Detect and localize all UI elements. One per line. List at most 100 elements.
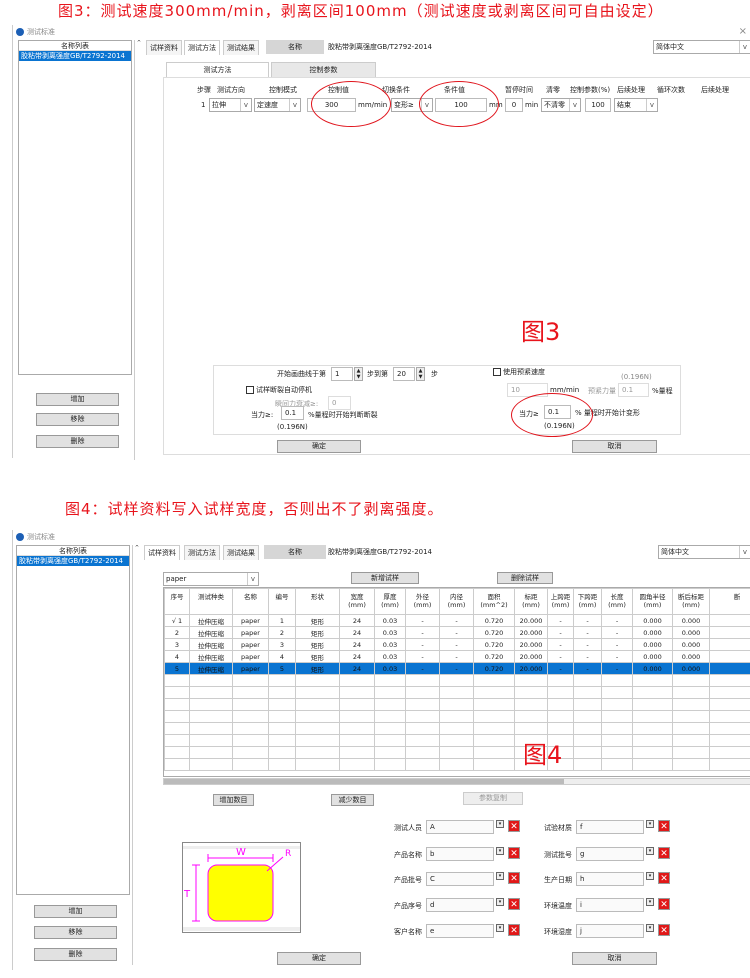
horizontal-scrollbar[interactable]: [163, 778, 750, 785]
decay-input[interactable]: 0: [328, 396, 351, 410]
table-cell[interactable]: [439, 674, 474, 687]
table-cell[interactable]: -: [601, 638, 633, 651]
table-cell[interactable]: [164, 710, 190, 723]
table-cell[interactable]: [268, 710, 296, 723]
table-cell[interactable]: 2: [268, 626, 296, 639]
table-cell[interactable]: [405, 734, 440, 747]
table-cell[interactable]: 0.000: [632, 650, 673, 663]
table-cell[interactable]: [164, 686, 190, 699]
checkbox-icon[interactable]: [493, 368, 501, 376]
break-force-input[interactable]: 0.1: [281, 406, 304, 420]
table-row[interactable]: 4 拉伸压缩 paper 4 矩形 24 0.03- -0.720 20.000- - -0.000…: [164, 650, 750, 663]
delete-icon[interactable]: ✕: [658, 872, 670, 884]
table-cell[interactable]: [473, 674, 515, 687]
delete-icon[interactable]: ✕: [508, 847, 520, 859]
table-cell[interactable]: 0.000: [632, 626, 673, 639]
table-cell[interactable]: -: [547, 626, 574, 639]
table-cell[interactable]: paper: [232, 650, 269, 663]
table-cell[interactable]: 矩形: [295, 638, 340, 651]
table-cell[interactable]: [473, 758, 515, 771]
table-cell[interactable]: [632, 686, 673, 699]
dropdown-icon[interactable]: ▾: [646, 872, 654, 880]
column-header[interactable]: 内径 (mm): [439, 588, 474, 615]
table-cell[interactable]: [405, 698, 440, 711]
scrollbar[interactable]: ^: [132, 545, 141, 965]
table-cell[interactable]: [709, 710, 750, 723]
empty-row[interactable]: [164, 758, 750, 771]
table-cell[interactable]: 0.000: [672, 650, 710, 663]
table-cell[interactable]: [164, 698, 190, 711]
table-cell[interactable]: -: [601, 662, 633, 675]
table-cell[interactable]: [473, 686, 515, 699]
field-input[interactable]: e: [426, 924, 494, 938]
table-cell[interactable]: [405, 674, 440, 687]
move-button[interactable]: 移除: [34, 926, 117, 939]
table-cell[interactable]: [164, 734, 190, 747]
table-cell[interactable]: [232, 722, 269, 735]
add-count-button[interactable]: 增加数目: [213, 794, 254, 806]
table-cell[interactable]: [295, 734, 340, 747]
tab-test-result[interactable]: 测试结果: [223, 545, 259, 560]
table-cell[interactable]: [339, 746, 375, 759]
inner-tab-control-params[interactable]: 控制参数: [271, 62, 376, 77]
table-cell[interactable]: [547, 686, 574, 699]
table-cell[interactable]: 0.000: [632, 614, 673, 627]
table-cell[interactable]: 20.000: [514, 638, 548, 651]
table-row[interactable]: √ 1 拉伸压缩 paper 1 矩形 24 0.03- -0.720 20.000- - -0.0…: [164, 614, 750, 627]
field-input[interactable]: i: [576, 898, 644, 912]
table-cell[interactable]: [601, 722, 633, 735]
dropdown-icon[interactable]: ▾: [496, 847, 504, 855]
dropdown-icon[interactable]: ▾: [646, 898, 654, 906]
add-button[interactable]: 增加: [36, 393, 119, 406]
table-cell[interactable]: [189, 758, 233, 771]
table-cell[interactable]: [439, 722, 474, 735]
table-cell[interactable]: [189, 674, 233, 687]
empty-row[interactable]: [164, 698, 750, 711]
close-icon[interactable]: ×: [738, 26, 747, 37]
table-cell[interactable]: 0.000: [632, 662, 673, 675]
table-cell[interactable]: [439, 686, 474, 699]
table-cell[interactable]: [601, 758, 633, 771]
table-cell[interactable]: [232, 674, 269, 687]
empty-row[interactable]: [164, 674, 750, 687]
table-cell[interactable]: 拉伸压缩: [189, 614, 233, 627]
table-cell[interactable]: [164, 758, 190, 771]
table-cell[interactable]: [189, 698, 233, 711]
table-cell[interactable]: -: [601, 650, 633, 663]
table-cell[interactable]: 拉伸压缩: [189, 626, 233, 639]
table-cell[interactable]: [439, 734, 474, 747]
copy-params-button[interactable]: 参数复制: [463, 792, 523, 805]
table-cell[interactable]: [573, 734, 602, 747]
table-cell[interactable]: [189, 686, 233, 699]
table-cell[interactable]: [374, 746, 406, 759]
table-cell[interactable]: -: [573, 662, 602, 675]
table-cell[interactable]: -: [547, 650, 574, 663]
table-cell[interactable]: [473, 734, 515, 747]
table-cell[interactable]: 2: [164, 626, 190, 639]
table-cell[interactable]: [573, 710, 602, 723]
table-cell[interactable]: 拉伸压缩: [189, 650, 233, 663]
table-row[interactable]: 5 拉伸压缩 paper 5 矩形 24 0.03- -0.720 20.000- - -0.000…: [164, 662, 750, 675]
table-cell[interactable]: -: [405, 650, 440, 663]
table-cell[interactable]: [232, 734, 269, 747]
tab-sample-data[interactable]: 试样资料: [144, 545, 180, 560]
name-list[interactable]: 名称列表 胶粘带剥离强度GB/T2792-2014: [18, 40, 132, 375]
table-cell[interactable]: [339, 710, 375, 723]
dropdown-icon[interactable]: ▾: [496, 898, 504, 906]
start-step-input[interactable]: 1: [331, 367, 353, 381]
table-cell[interactable]: [164, 674, 190, 687]
table-cell[interactable]: [164, 722, 190, 735]
cancel-button[interactable]: 取消: [572, 952, 657, 965]
field-input[interactable]: d: [426, 898, 494, 912]
table-cell[interactable]: [672, 746, 710, 759]
end-step-input[interactable]: 20: [393, 367, 415, 381]
empty-row[interactable]: [164, 734, 750, 747]
field-input[interactable]: b: [426, 847, 494, 861]
table-cell[interactable]: [268, 734, 296, 747]
column-header[interactable]: 外径 (mm): [405, 588, 440, 615]
dropdown-icon[interactable]: ▾: [646, 820, 654, 828]
table-cell[interactable]: 20.000: [514, 614, 548, 627]
table-cell[interactable]: [339, 674, 375, 687]
name-list[interactable]: 名称列表 胶粘带剥离强度GB/T2792-2014: [16, 545, 130, 895]
table-cell[interactable]: -: [405, 638, 440, 651]
